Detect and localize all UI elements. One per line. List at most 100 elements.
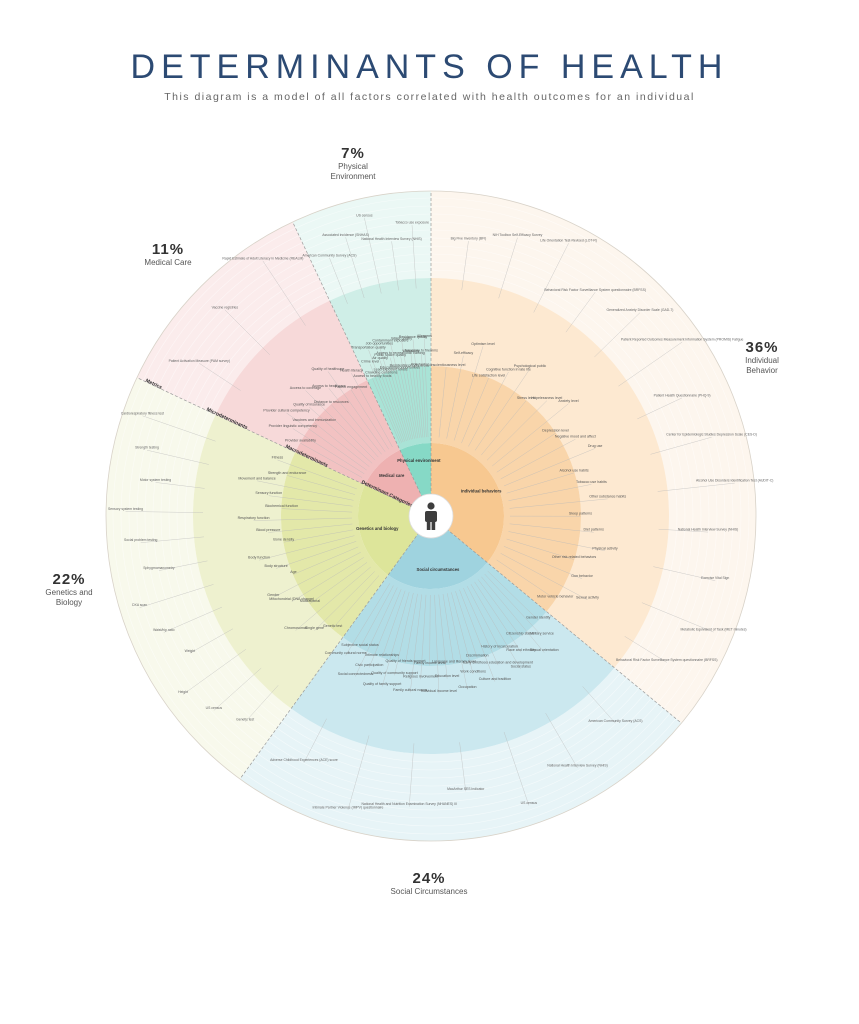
genetics-biology-share: 22% Genetics and Biology xyxy=(45,571,93,607)
factor-label: Distance to resources xyxy=(314,400,349,404)
factor-label: Intimate Partner Violence (IMPV) questio… xyxy=(313,805,384,809)
factor-label: Patient Activation Measure (PAM survey) xyxy=(169,359,230,363)
factor-label: Individual income level xyxy=(421,689,457,693)
factor-label: Hopelessness level xyxy=(531,396,562,400)
social-ring-mid xyxy=(291,611,615,754)
factor-label: Genetic test xyxy=(236,718,254,722)
factor-label: Water quality xyxy=(391,336,412,340)
factor-label: Behavioral Risk Factor Surveillance Syst… xyxy=(616,658,718,662)
genetics-ring-outer xyxy=(105,377,292,779)
factor-label: Adverse Childhood Experiences (ACE) scor… xyxy=(270,758,338,762)
factor-label: National Health and Nutrition Examinatio… xyxy=(361,802,457,806)
factor-label: Strength testing xyxy=(135,446,159,450)
factor-label: Bone density xyxy=(273,538,294,542)
factor-label: American Community Survey (ACS) xyxy=(302,253,356,257)
factor-label: Alcohol use habits xyxy=(560,468,589,472)
factor-label: Culture and tradition xyxy=(479,677,511,681)
factor-label: Generalized Anxiety Disorder Scale (GAD-… xyxy=(606,308,673,312)
factor-label: Biochemical function xyxy=(265,504,298,508)
factor-label: Psychological public xyxy=(514,364,547,368)
factor-label: Patient engagement xyxy=(335,385,367,389)
factor-label: Negative mood and affect xyxy=(555,435,596,439)
factor-label: DXA scan xyxy=(132,603,147,607)
factor-label: Residence quality xyxy=(399,335,428,339)
factor-label: Citizenship status xyxy=(506,632,534,636)
factor-label: Social connectedness xyxy=(338,672,373,676)
factor-label: Sensory function xyxy=(255,491,282,495)
medical-ring-mid xyxy=(215,300,368,453)
factor-label: US census xyxy=(521,801,538,805)
factor-label: Quality of healthcare xyxy=(311,367,344,371)
social-circumstances-share: 24% Social Circumstances xyxy=(390,870,468,896)
physical-environment-share: 7% Physical Environment xyxy=(330,145,376,181)
factor-label: Access to recreational training xyxy=(376,351,424,355)
factor-labels: Conscientiousness level Self-efficacy Opti… xyxy=(108,213,773,811)
factor-label: Military service xyxy=(530,632,554,636)
factor-label: Air quality xyxy=(372,356,388,360)
category-label-social: Social circumstances xyxy=(417,567,460,572)
factor-label: Gender xyxy=(267,593,280,597)
physical-ring-outer xyxy=(292,191,431,301)
factor-label: Depression level xyxy=(542,429,569,433)
factor-label: Life satisfaction level xyxy=(472,374,505,378)
factor-label: Walkability xyxy=(402,349,419,353)
physical-ring-mid xyxy=(329,278,431,381)
factor-label: Tobacco use habits xyxy=(576,480,607,484)
factor-label: Diet patterns xyxy=(584,528,605,532)
factor-label: Lead exposure levels xyxy=(374,368,408,372)
factor-label: Center for Epidemiologic Studies Depress… xyxy=(666,433,757,437)
factor-label: Genetic test xyxy=(323,624,342,628)
factor-label: US census xyxy=(206,706,223,710)
factor-label: Educational opportunities xyxy=(380,365,421,369)
factor-label: US census xyxy=(356,213,373,217)
factor-label: History of incarceration xyxy=(481,644,518,648)
factor-label: Patient Health Questionnaire (PHQ-9) xyxy=(654,393,711,397)
factor-label: Public space quality xyxy=(374,353,406,357)
factor-label: Rapid Estimate of Adult Literacy in Medi… xyxy=(222,256,303,260)
factor-label: Exercise Vital Sign xyxy=(701,576,729,580)
factor-label: Motor system testing xyxy=(140,478,171,482)
factor-label: Other substance habits xyxy=(589,494,626,498)
factor-label: Cognitive function in late life xyxy=(486,368,531,372)
factor-label: Family cultural norms xyxy=(393,688,427,692)
factor-label: Waist/hip ratio xyxy=(153,628,174,632)
factor-label: Provider availability xyxy=(285,439,316,443)
factor-label: Other risk-related behaviors xyxy=(552,555,597,559)
factor-label: Pollutants xyxy=(411,362,427,366)
factor-label: Self-efficacy xyxy=(454,351,474,355)
factor-label: NIH Toolbox Self-Efficacy Survey xyxy=(493,233,543,237)
page-subtitle: This diagram is a model of all factors c… xyxy=(164,91,695,103)
factor-label: Mitochondrial (DNA change) xyxy=(269,597,314,601)
factor-label: Access to healthcare xyxy=(312,384,345,388)
genetics-ring-core xyxy=(358,484,419,576)
social-ring-outer xyxy=(239,667,682,841)
factor-label: Quality of insurance xyxy=(293,402,325,406)
physical-ring-core xyxy=(399,443,431,497)
factor-label: Transportation quality xyxy=(351,345,386,349)
factor-label: Social status xyxy=(511,665,532,669)
factor-label: Metabolic Equivalent of Task (MET minute… xyxy=(681,628,747,632)
factor-label: National Health Interview Survey (NHIS) xyxy=(361,237,422,241)
factor-label: Cardiorespiratory fitness test xyxy=(121,411,164,415)
factor-label: Occupation xyxy=(458,685,476,689)
segment-divider xyxy=(430,515,682,724)
factor-label: Blood pressure xyxy=(256,528,280,532)
factor-label: Body function xyxy=(248,556,270,560)
factor-label: Gun behavior xyxy=(571,574,593,578)
factor-label: Provider cultural competency xyxy=(263,408,310,412)
factor-label: Body structure xyxy=(265,564,288,568)
factor-label: Behavioral Risk Factor Surveillance Syst… xyxy=(544,288,646,292)
factor-label: Weight xyxy=(185,649,196,653)
factor-label: Access to healthy foods xyxy=(353,374,391,378)
social-ring-inner xyxy=(342,562,547,666)
factor-label: Intimate relationships xyxy=(365,653,399,657)
page-title: DETERMINANTS OF HEALTH xyxy=(130,48,729,86)
factor-label: National Health Interview Survey (NHIS) xyxy=(678,528,739,532)
factor-label: Life Orientation Test-Revised (LOT-R) xyxy=(540,239,597,243)
factor-label: Vaccine registries xyxy=(212,305,239,309)
factor-label: Alcohol Use Disorders Identification Tes… xyxy=(696,479,773,483)
factor-label: Language and literacy level xyxy=(432,659,476,663)
social-ring-core xyxy=(388,530,488,589)
segment-divider xyxy=(239,515,432,780)
